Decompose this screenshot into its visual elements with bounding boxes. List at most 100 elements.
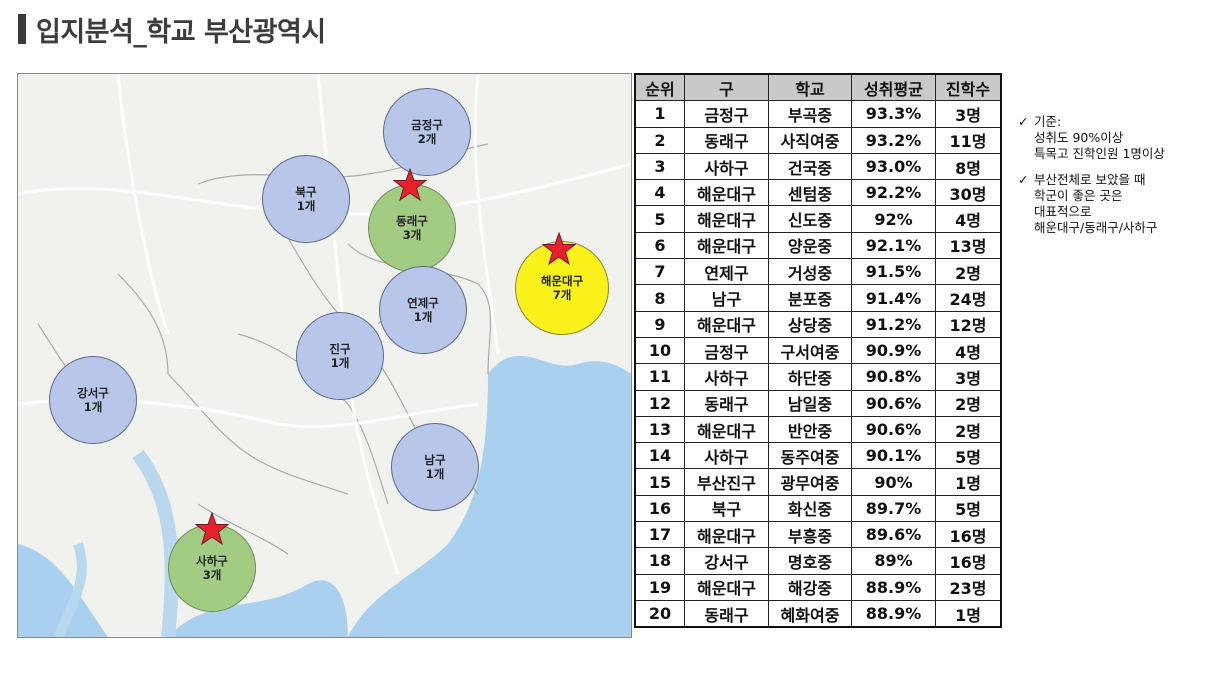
cell-rank: 10 bbox=[634, 336, 685, 365]
district-school-count: 2개 bbox=[417, 132, 437, 146]
cell-admissions: 4명 bbox=[935, 205, 1002, 233]
cell-school: 거성중 bbox=[768, 258, 852, 286]
note-criteria: ✓ 기준: 성취도 90%이상 특목고 진학인원 1명이상 bbox=[1018, 114, 1165, 162]
cell-admissions: 2명 bbox=[935, 258, 1002, 286]
table-row: 9 해운대구 상당중 91.2% 12명 bbox=[634, 310, 1002, 338]
cell-rank: 8 bbox=[634, 284, 685, 312]
cell-achievement: 89.6% bbox=[851, 521, 936, 549]
cell-rank: 13 bbox=[634, 415, 685, 444]
header-admissions: 진학수 bbox=[935, 73, 1002, 102]
cell-achievement: 90.8% bbox=[851, 363, 936, 391]
district-name: 사하구 bbox=[196, 554, 228, 568]
cell-rank: 9 bbox=[634, 310, 685, 338]
cell-admissions: 4명 bbox=[935, 336, 1002, 365]
cell-rank: 17 bbox=[634, 521, 685, 549]
note-line: 해운대구/동래구/사하구 bbox=[1034, 220, 1158, 235]
cell-school: 센텀중 bbox=[768, 179, 852, 207]
cell-achievement: 88.9% bbox=[851, 599, 936, 628]
district-school-count: 1개 bbox=[425, 467, 445, 481]
table-row: 18 강서구 명호중 89% 16명 bbox=[634, 547, 1002, 575]
district-school-count: 7개 bbox=[552, 288, 572, 302]
table-row: 20 동래구 혜화여중 88.9% 1명 bbox=[634, 599, 1002, 628]
cell-district: 해운대구 bbox=[684, 573, 769, 601]
note-line: 부산전체로 보았을 때 bbox=[1034, 172, 1146, 187]
cell-admissions: 16명 bbox=[935, 521, 1002, 549]
cell-admissions: 8명 bbox=[935, 152, 1002, 181]
cell-rank: 14 bbox=[634, 442, 685, 470]
note-line: 학군이 좋은 곳은 bbox=[1034, 188, 1123, 203]
district-bubble: 사하구 3개 bbox=[168, 524, 256, 612]
table-row: 4 해운대구 센텀중 92.2% 30명 bbox=[634, 179, 1002, 207]
cell-admissions: 2명 bbox=[935, 415, 1002, 444]
cell-admissions: 2명 bbox=[935, 389, 1002, 417]
cell-school: 사직여중 bbox=[768, 126, 852, 154]
cell-admissions: 5명 bbox=[935, 442, 1002, 470]
cell-achievement: 89.7% bbox=[851, 494, 936, 523]
check-icon: ✓ bbox=[1018, 172, 1029, 187]
cell-admissions: 23명 bbox=[935, 573, 1002, 601]
district-bubble: 강서구 1개 bbox=[49, 356, 137, 444]
cell-school: 명호중 bbox=[768, 547, 852, 575]
cell-achievement: 90.6% bbox=[851, 389, 936, 417]
header-district: 구 bbox=[684, 73, 769, 102]
star-icon bbox=[542, 232, 576, 266]
cell-achievement: 92.2% bbox=[851, 179, 936, 207]
cell-achievement: 90% bbox=[851, 468, 936, 496]
cell-rank: 7 bbox=[634, 258, 685, 286]
header-school: 학교 bbox=[768, 73, 852, 102]
cell-rank: 2 bbox=[634, 126, 685, 154]
district-school-count: 1개 bbox=[413, 310, 433, 324]
district-name: 강서구 bbox=[77, 386, 109, 400]
cell-district: 부산진구 bbox=[684, 468, 769, 496]
cell-district: 해운대구 bbox=[684, 205, 769, 233]
cell-achievement: 91.4% bbox=[851, 284, 936, 312]
note-line: 특목고 진학인원 1명이상 bbox=[1034, 146, 1165, 161]
table-row: 2 동래구 사직여중 93.2% 11명 bbox=[634, 126, 1002, 154]
cell-admissions: 12명 bbox=[935, 310, 1002, 338]
cell-rank: 16 bbox=[634, 494, 685, 523]
note-line: 성취도 90%이상 bbox=[1034, 130, 1124, 145]
cell-district: 사하구 bbox=[684, 442, 769, 470]
busan-map: 금정구 2개 북구 1개 동래구 3개 연제구 1개 해운대구 7개 진구 1개 강서구 1개 남구 1개 사하… bbox=[17, 73, 632, 638]
cell-achievement: 90.1% bbox=[851, 442, 936, 470]
table-row: 16 북구 화신중 89.7% 5명 bbox=[634, 494, 1002, 523]
district-school-count: 1개 bbox=[83, 400, 103, 414]
cell-admissions: 30명 bbox=[935, 179, 1002, 207]
cell-achievement: 91.2% bbox=[851, 310, 936, 338]
table-row: 1 금정구 부곡중 93.3% 3명 bbox=[634, 100, 1002, 128]
district-school-count: 3개 bbox=[202, 568, 222, 582]
cell-achievement: 91.5% bbox=[851, 258, 936, 286]
table-header-row: 순위 구 학교 성취평균 진학수 bbox=[634, 73, 1002, 102]
table-row: 6 해운대구 양운중 92.1% 13명 bbox=[634, 231, 1002, 260]
cell-rank: 1 bbox=[634, 100, 685, 128]
cell-achievement: 92.1% bbox=[851, 231, 936, 260]
cell-school: 해강중 bbox=[768, 573, 852, 601]
cell-rank: 18 bbox=[634, 547, 685, 575]
table-row: 7 연제구 거성중 91.5% 2명 bbox=[634, 258, 1002, 286]
table-row: 14 사하구 동주여중 90.1% 5명 bbox=[634, 442, 1002, 470]
cell-admissions: 24명 bbox=[935, 284, 1002, 312]
cell-district: 해운대구 bbox=[684, 310, 769, 338]
table-row: 10 금정구 구서여중 90.9% 4명 bbox=[634, 336, 1002, 365]
cell-school: 양운중 bbox=[768, 231, 852, 260]
cell-district: 북구 bbox=[684, 494, 769, 523]
district-name: 남구 bbox=[424, 453, 446, 467]
district-bubble: 북구 1개 bbox=[262, 155, 350, 243]
table-row: 11 사하구 하단중 90.8% 3명 bbox=[634, 363, 1002, 391]
title-bar-accent bbox=[18, 14, 26, 44]
cell-rank: 11 bbox=[634, 363, 685, 391]
cell-district: 동래구 bbox=[684, 126, 769, 154]
table-row: 3 사하구 건국중 93.0% 8명 bbox=[634, 152, 1002, 181]
cell-district: 강서구 bbox=[684, 547, 769, 575]
cell-school: 신도중 bbox=[768, 205, 852, 233]
cell-district: 해운대구 bbox=[684, 415, 769, 444]
check-icon: ✓ bbox=[1018, 114, 1029, 129]
cell-school: 화신중 bbox=[768, 494, 852, 523]
cell-admissions: 3명 bbox=[935, 100, 1002, 128]
cell-school: 부흥중 bbox=[768, 521, 852, 549]
district-name: 연제구 bbox=[407, 296, 439, 310]
header-achievement-avg: 성취평균 bbox=[851, 73, 936, 102]
cell-achievement: 89% bbox=[851, 547, 936, 575]
district-name: 진구 bbox=[329, 342, 351, 356]
cell-rank: 12 bbox=[634, 389, 685, 417]
